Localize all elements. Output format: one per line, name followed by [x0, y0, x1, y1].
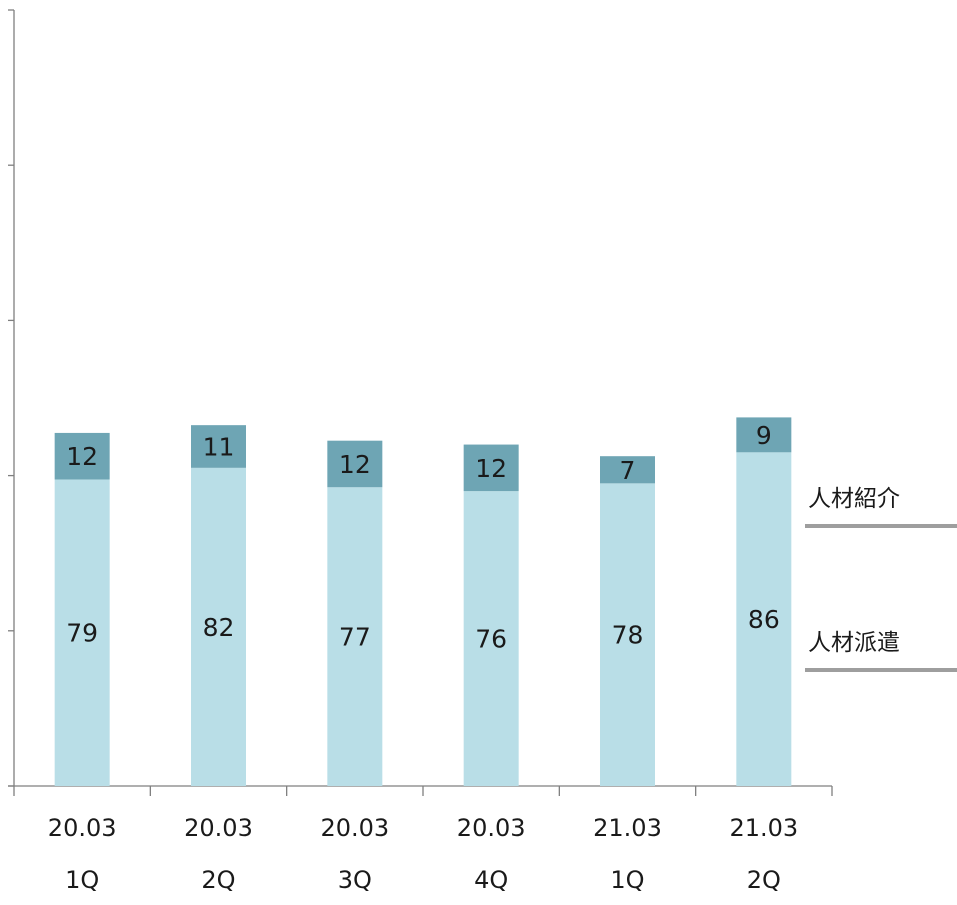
x-tick-label: 2Q — [747, 866, 781, 894]
data-label: 9 — [756, 421, 772, 450]
bar-segment — [191, 425, 246, 468]
bar-segment — [736, 417, 792, 453]
bar-segment — [463, 444, 519, 492]
data-label: 12 — [339, 450, 371, 479]
data-label: 12 — [475, 454, 507, 483]
x-tick-label: 2Q — [201, 866, 235, 894]
x-tick-labels: 20.03 1Q 20.03 2Q 20.03 3Q 20.03 4Q 21.03 1Q 21.03… — [48, 814, 798, 894]
bar-segment — [736, 452, 792, 786]
data-label: 11 — [203, 433, 235, 462]
data-label: 7 — [620, 456, 636, 485]
bar-segment — [463, 491, 519, 786]
bar-segment — [327, 440, 383, 488]
bar-segment — [54, 479, 110, 786]
bar-segment — [600, 456, 655, 484]
axes — [8, 9, 833, 796]
data-label: 78 — [612, 621, 644, 650]
bar-segment — [327, 487, 383, 786]
x-tick-label: 3Q — [338, 866, 372, 894]
legend-label: 人材派遣 — [808, 630, 900, 656]
bar-segment — [191, 467, 246, 786]
bar-segment — [600, 483, 655, 786]
data-labels: 79 12 82 11 77 12 76 12 78 7 86 9 — [66, 421, 779, 654]
bar-segment — [54, 432, 110, 480]
x-tick-label: 4Q — [474, 866, 508, 894]
x-tick-label: 21.03 — [593, 814, 662, 842]
data-label: 79 — [66, 619, 98, 648]
x-tick-label: 20.03 — [48, 814, 117, 842]
x-tick-label: 20.03 — [184, 814, 253, 842]
x-tick-label: 1Q — [610, 866, 644, 894]
data-label: 82 — [203, 613, 235, 642]
x-tick-label: 1Q — [65, 866, 99, 894]
data-label: 77 — [339, 623, 371, 652]
bars — [54, 417, 792, 786]
x-tick-label: 20.03 — [457, 814, 526, 842]
legend-label: 人材紹介 — [808, 486, 900, 512]
data-label: 76 — [475, 625, 507, 654]
data-label: 86 — [748, 605, 780, 634]
x-tick-label: 21.03 — [729, 814, 798, 842]
x-tick-label: 20.03 — [320, 814, 389, 842]
data-label: 12 — [66, 442, 98, 471]
